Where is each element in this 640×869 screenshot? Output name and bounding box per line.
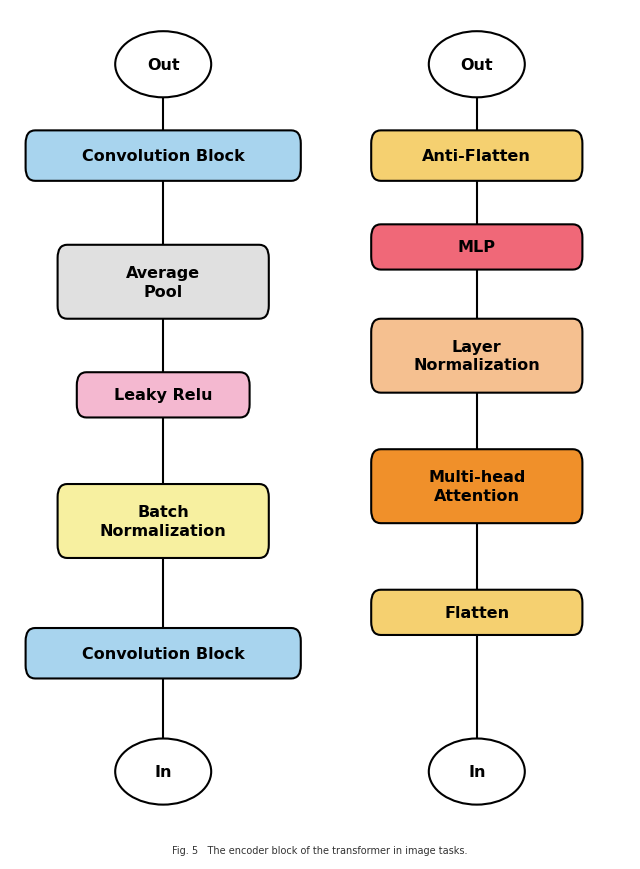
Text: Flatten: Flatten: [444, 605, 509, 620]
Text: Anti-Flatten: Anti-Flatten: [422, 149, 531, 164]
Text: Leaky Relu: Leaky Relu: [114, 388, 212, 403]
Ellipse shape: [115, 32, 211, 98]
FancyBboxPatch shape: [26, 628, 301, 679]
FancyBboxPatch shape: [371, 450, 582, 523]
Text: Layer
Normalization: Layer Normalization: [413, 340, 540, 373]
FancyBboxPatch shape: [371, 225, 582, 270]
Text: Convolution Block: Convolution Block: [82, 646, 244, 661]
Text: Average
Pool: Average Pool: [126, 266, 200, 299]
Text: MLP: MLP: [458, 240, 496, 255]
Text: Batch
Normalization: Batch Normalization: [100, 505, 227, 538]
Text: Out: Out: [147, 57, 179, 73]
FancyBboxPatch shape: [371, 131, 582, 182]
FancyBboxPatch shape: [58, 245, 269, 319]
FancyBboxPatch shape: [26, 131, 301, 182]
Text: In: In: [468, 764, 486, 779]
Ellipse shape: [429, 32, 525, 98]
Text: Multi-head
Attention: Multi-head Attention: [428, 470, 525, 503]
Text: In: In: [154, 764, 172, 779]
FancyBboxPatch shape: [77, 373, 250, 418]
Ellipse shape: [115, 739, 211, 805]
FancyBboxPatch shape: [58, 484, 269, 558]
Text: Convolution Block: Convolution Block: [82, 149, 244, 164]
FancyBboxPatch shape: [371, 590, 582, 635]
Ellipse shape: [429, 739, 525, 805]
Text: Fig. 5   The encoder block of the transformer in image tasks.: Fig. 5 The encoder block of the transfor…: [172, 845, 468, 855]
FancyBboxPatch shape: [371, 320, 582, 393]
Text: Out: Out: [461, 57, 493, 73]
